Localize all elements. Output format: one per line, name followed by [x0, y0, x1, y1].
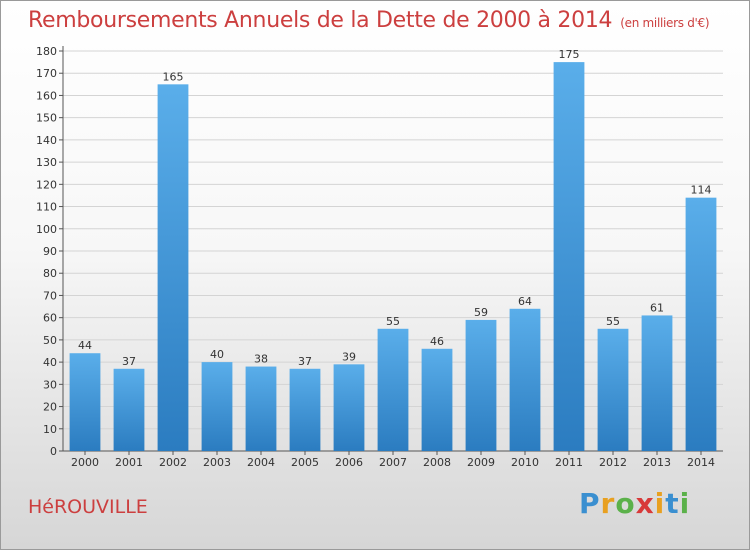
bar-value-label: 175	[559, 48, 580, 61]
logo-letter: i	[679, 487, 691, 520]
bar-value-label: 55	[386, 315, 400, 328]
x-tick-label: 2010	[511, 456, 539, 469]
x-tick-label: 2003	[203, 456, 231, 469]
y-tick-label: 120	[36, 178, 57, 191]
y-tick-label: 160	[36, 89, 57, 102]
bar	[113, 368, 145, 451]
bar	[245, 366, 277, 451]
bar	[201, 362, 233, 451]
y-tick-label: 180	[36, 45, 57, 58]
y-tick-label: 30	[43, 378, 57, 391]
bar	[465, 319, 497, 451]
y-tick-label: 130	[36, 156, 57, 169]
x-tick-label: 2013	[643, 456, 671, 469]
chart-title-text: Remboursements Annuels de la Dette de 20…	[28, 8, 613, 33]
x-tick-label: 2012	[599, 456, 627, 469]
y-tick-label: 0	[50, 445, 57, 458]
y-tick-label: 170	[36, 67, 57, 80]
bar	[685, 197, 717, 451]
x-tick-label: 2011	[555, 456, 583, 469]
logo-letter: P	[579, 487, 601, 520]
bar-value-label: 61	[650, 301, 664, 314]
x-tick-label: 2009	[467, 456, 495, 469]
bar-value-label: 114	[691, 184, 712, 197]
logo-letter: t	[665, 487, 680, 520]
bar-value-label: 37	[122, 355, 136, 368]
bars	[69, 62, 717, 451]
y-tick-label: 20	[43, 401, 57, 414]
y-tick-label: 70	[43, 289, 57, 302]
x-tick-label: 2007	[379, 456, 407, 469]
bar-value-label: 37	[298, 355, 312, 368]
bar-value-label: 59	[474, 306, 488, 319]
chart-unit: (en milliers d'€)	[620, 16, 710, 30]
bar-value-label: 64	[518, 295, 532, 308]
commune-name: HéROUVILLE	[28, 496, 148, 518]
labels: 44 37 165 40 38 37 39 55 46 59 64 175 55 61 114	[78, 48, 712, 368]
bar	[69, 353, 101, 451]
bar-value-label: 40	[210, 348, 224, 361]
bar	[421, 348, 453, 451]
bar	[157, 84, 189, 451]
bar-value-label: 39	[342, 350, 356, 363]
bar	[289, 368, 321, 451]
bar	[641, 315, 673, 451]
x-tick-label: 2000	[71, 456, 99, 469]
bar-value-label: 38	[254, 353, 268, 366]
bar-value-label: 44	[78, 339, 92, 352]
y-tick-label: 80	[43, 267, 57, 280]
x-tick-label: 2004	[247, 456, 275, 469]
x-tick-label: 2001	[115, 456, 143, 469]
bar	[509, 308, 541, 451]
y-tick-label: 10	[43, 423, 57, 436]
logo-letter: r	[600, 487, 616, 520]
bar-value-label: 165	[163, 70, 184, 83]
bar	[597, 328, 629, 451]
x-tick-label: 2006	[335, 456, 363, 469]
y-tick-label: 150	[36, 112, 57, 125]
x-tick-label: 2014	[687, 456, 715, 469]
bar	[377, 328, 409, 451]
bar-value-label: 46	[430, 335, 444, 348]
logo-letter: o	[615, 487, 636, 520]
logo-letter: x	[635, 487, 655, 520]
y-tick-label: 110	[36, 201, 57, 214]
chart-title: Remboursements Annuels de la Dette de 20…	[28, 8, 710, 33]
x-tick-label: 2008	[423, 456, 451, 469]
proxiti-logo[interactable]: Proxiti	[579, 487, 690, 520]
bar	[553, 62, 585, 451]
y-tick-label: 60	[43, 312, 57, 325]
y-tick-label: 140	[36, 134, 57, 147]
bar-value-label: 55	[606, 315, 620, 328]
y-tick-label: 100	[36, 223, 57, 236]
logo-letter: i	[654, 487, 666, 520]
y-tick-label: 90	[43, 245, 57, 258]
y-tick-label: 40	[43, 356, 57, 369]
y-tick-label: 50	[43, 334, 57, 347]
x-tick-label: 2005	[291, 456, 319, 469]
x-tick-label: 2002	[159, 456, 187, 469]
bar	[333, 364, 365, 451]
